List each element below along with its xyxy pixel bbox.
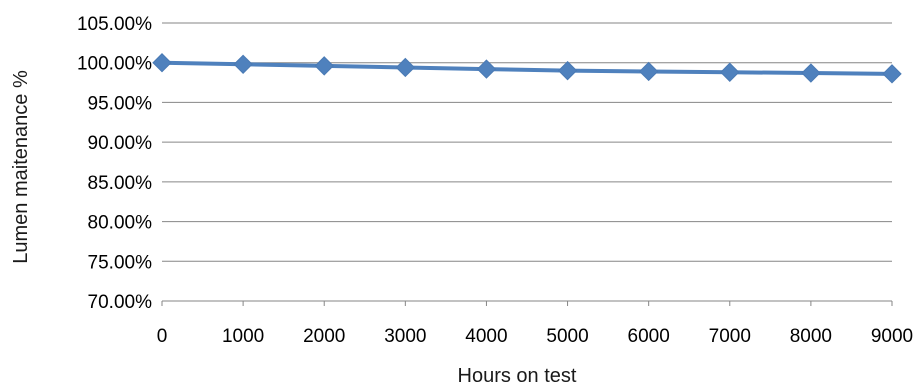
y-tick-label: 80.00% (88, 213, 153, 234)
data-point-marker (557, 60, 578, 81)
x-tick-label: 5000 (546, 326, 588, 347)
data-point-marker (233, 54, 253, 75)
x-tick-label: 0 (157, 326, 168, 347)
data-point-marker (395, 57, 416, 78)
data-point-marker (314, 56, 334, 76)
data-point-marker (882, 64, 902, 84)
x-tick-label: 7000 (709, 326, 751, 347)
data-point-marker (152, 53, 172, 73)
y-tick-label: 90.00% (88, 133, 153, 154)
series-line (161, 60, 893, 76)
x-tick-label: 6000 (628, 326, 670, 347)
grid-lines (162, 22, 892, 302)
x-tick-label: 9000 (871, 326, 913, 347)
x-tick-label: 1000 (222, 326, 264, 347)
y-tick-label: 85.00% (88, 173, 153, 194)
y-axis-tick-labels: 105.00% 100.00% 95.00% 90.00% 85.00% 80.00% 75… (77, 14, 152, 313)
x-axis-title: Hours on test (458, 365, 577, 387)
y-tick-label: 70.00% (88, 292, 153, 313)
y-tick-label: 95.00% (88, 93, 153, 114)
x-tick-label: 2000 (303, 326, 345, 347)
y-tick-label: 105.00% (77, 14, 152, 35)
x-axis-tick-labels: 0 1000 2000 3000 4000 5000 6000 7000 8000 9000 (157, 301, 913, 347)
y-tick-label: 75.00% (88, 252, 153, 273)
data-point-marker (476, 59, 497, 79)
data-point-marker (638, 61, 659, 82)
x-tick-label: 8000 (790, 326, 832, 347)
y-axis-title: Lumen maitenance % (10, 70, 32, 264)
x-tick-label: 3000 (384, 326, 426, 347)
series-group (152, 53, 902, 84)
x-tick-label: 4000 (465, 326, 507, 347)
data-point-marker (720, 62, 740, 82)
y-tick-label: 100.00% (77, 54, 152, 75)
data-point-marker (801, 63, 821, 83)
